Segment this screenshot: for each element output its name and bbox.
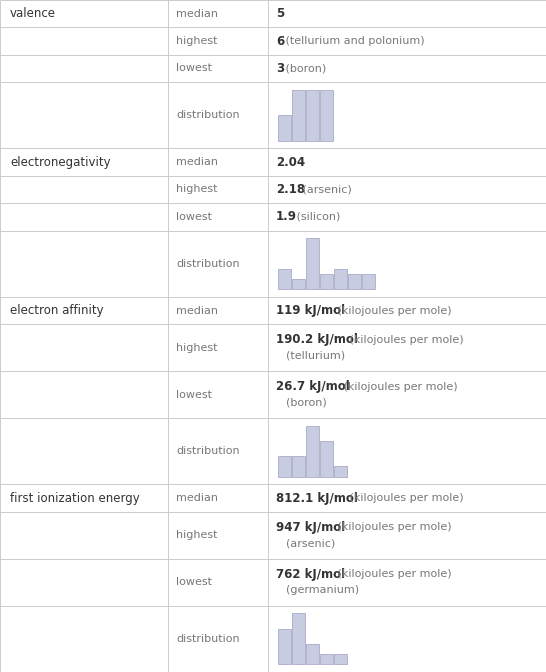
Text: (germanium): (germanium): [286, 585, 359, 595]
Text: 5: 5: [276, 7, 284, 20]
Text: 2.18: 2.18: [276, 183, 305, 196]
Bar: [320, 441, 333, 476]
Bar: [292, 90, 305, 140]
Bar: [348, 274, 361, 289]
Bar: [292, 279, 305, 289]
Text: distribution: distribution: [176, 110, 240, 120]
Text: 6: 6: [276, 34, 284, 48]
Text: highest: highest: [176, 36, 217, 46]
Text: (tellurium and polonium): (tellurium and polonium): [282, 36, 424, 46]
Text: distribution: distribution: [176, 446, 240, 456]
Bar: [362, 274, 375, 289]
Text: lowest: lowest: [176, 577, 212, 587]
Text: (kilojoules per mole): (kilojoules per mole): [334, 569, 452, 579]
Text: (kilojoules per mole): (kilojoules per mole): [334, 306, 452, 316]
Text: highest: highest: [176, 343, 217, 353]
Text: highest: highest: [176, 530, 217, 540]
Bar: [292, 456, 305, 476]
Text: median: median: [176, 306, 218, 316]
Bar: [306, 90, 319, 140]
Text: median: median: [176, 157, 218, 167]
Text: valence: valence: [10, 7, 56, 20]
Bar: [320, 90, 333, 140]
Text: 119 kJ/mol: 119 kJ/mol: [276, 304, 345, 317]
Bar: [306, 239, 319, 289]
Text: (kilojoules per mole): (kilojoules per mole): [340, 382, 458, 392]
Text: (arsenic): (arsenic): [299, 185, 352, 194]
Bar: [334, 269, 347, 289]
Bar: [306, 644, 319, 664]
Text: (arsenic): (arsenic): [286, 538, 335, 548]
Text: first ionization energy: first ionization energy: [10, 492, 140, 505]
Text: (boron): (boron): [286, 398, 327, 408]
Text: (tellurium): (tellurium): [286, 351, 345, 361]
Bar: [278, 116, 291, 140]
Text: 2.04: 2.04: [276, 156, 305, 169]
Text: 812.1 kJ/mol: 812.1 kJ/mol: [276, 492, 358, 505]
Bar: [320, 274, 333, 289]
Text: median: median: [176, 493, 218, 503]
Text: electron affinity: electron affinity: [10, 304, 104, 317]
Text: 1.9: 1.9: [276, 210, 297, 223]
Text: (kilojoules per mole): (kilojoules per mole): [334, 522, 452, 532]
Text: (silicon): (silicon): [293, 212, 341, 222]
Text: median: median: [176, 9, 218, 19]
Text: lowest: lowest: [176, 390, 212, 400]
Bar: [292, 614, 305, 664]
Text: (kilojoules per mole): (kilojoules per mole): [346, 493, 463, 503]
Bar: [278, 628, 291, 664]
Text: lowest: lowest: [176, 212, 212, 222]
Bar: [334, 654, 347, 664]
Bar: [320, 654, 333, 664]
Text: (boron): (boron): [282, 63, 326, 73]
Bar: [334, 466, 347, 476]
Text: 3: 3: [276, 62, 284, 75]
Text: distribution: distribution: [176, 259, 240, 269]
Bar: [278, 456, 291, 476]
Text: 190.2 kJ/mol: 190.2 kJ/mol: [276, 333, 358, 346]
Text: lowest: lowest: [176, 63, 212, 73]
Text: (kilojoules per mole): (kilojoules per mole): [346, 335, 463, 345]
Text: electronegativity: electronegativity: [10, 156, 111, 169]
Text: highest: highest: [176, 185, 217, 194]
Bar: [278, 269, 291, 289]
Bar: [306, 426, 319, 476]
Text: 762 kJ/mol: 762 kJ/mol: [276, 568, 345, 581]
Text: distribution: distribution: [176, 634, 240, 644]
Text: 26.7 kJ/mol: 26.7 kJ/mol: [276, 380, 350, 393]
Text: 947 kJ/mol: 947 kJ/mol: [276, 521, 345, 534]
